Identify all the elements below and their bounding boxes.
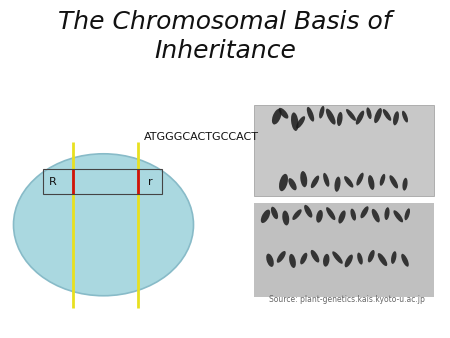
Ellipse shape: [292, 209, 302, 220]
Ellipse shape: [332, 251, 343, 264]
Ellipse shape: [384, 207, 390, 220]
Text: R: R: [49, 177, 57, 187]
Ellipse shape: [393, 210, 403, 222]
Ellipse shape: [391, 251, 396, 264]
Ellipse shape: [326, 108, 336, 125]
Ellipse shape: [351, 209, 356, 221]
Ellipse shape: [393, 111, 399, 125]
Ellipse shape: [311, 175, 319, 188]
Ellipse shape: [368, 250, 375, 262]
Text: Source: plant-genetics.kais.kyoto-u.ac.jp: Source: plant-genetics.kais.kyoto-u.ac.j…: [269, 295, 424, 304]
Text: r: r: [148, 177, 152, 187]
Ellipse shape: [326, 207, 335, 220]
Ellipse shape: [289, 254, 296, 268]
Ellipse shape: [380, 174, 385, 186]
Bar: [43, 169, 162, 194]
Bar: [254, 203, 434, 297]
Ellipse shape: [272, 109, 282, 124]
Ellipse shape: [357, 252, 363, 265]
Ellipse shape: [291, 113, 298, 131]
Ellipse shape: [304, 205, 312, 218]
Ellipse shape: [296, 116, 305, 128]
Ellipse shape: [338, 211, 346, 223]
Ellipse shape: [372, 209, 380, 222]
Ellipse shape: [345, 255, 353, 267]
Ellipse shape: [14, 154, 194, 296]
Ellipse shape: [334, 177, 341, 192]
Ellipse shape: [337, 112, 342, 126]
Ellipse shape: [316, 210, 323, 223]
Ellipse shape: [389, 175, 398, 189]
Ellipse shape: [261, 210, 270, 223]
Ellipse shape: [282, 211, 289, 225]
Ellipse shape: [279, 174, 288, 191]
Ellipse shape: [344, 176, 353, 188]
Ellipse shape: [266, 254, 274, 267]
Ellipse shape: [378, 253, 387, 266]
Ellipse shape: [383, 109, 391, 121]
Text: ATGGGCACTGCCACT: ATGGGCACTGCCACT: [144, 132, 259, 142]
Ellipse shape: [402, 178, 408, 191]
Ellipse shape: [356, 111, 364, 125]
Ellipse shape: [277, 251, 286, 263]
Ellipse shape: [402, 111, 408, 122]
Ellipse shape: [366, 107, 372, 119]
Ellipse shape: [374, 108, 382, 123]
Ellipse shape: [319, 106, 324, 119]
Ellipse shape: [405, 208, 410, 220]
Ellipse shape: [360, 206, 369, 218]
Ellipse shape: [307, 107, 314, 122]
Ellipse shape: [356, 173, 364, 186]
Ellipse shape: [279, 108, 288, 119]
Ellipse shape: [300, 253, 307, 264]
Text: The Chromosomal Basis of
Inheritance: The Chromosomal Basis of Inheritance: [58, 10, 392, 63]
Ellipse shape: [323, 173, 329, 187]
Ellipse shape: [310, 250, 320, 263]
Ellipse shape: [368, 175, 374, 190]
Ellipse shape: [323, 254, 329, 267]
Ellipse shape: [346, 109, 356, 121]
Bar: [254, 105, 434, 196]
Ellipse shape: [271, 207, 278, 219]
Ellipse shape: [401, 254, 409, 267]
Ellipse shape: [300, 171, 307, 187]
Ellipse shape: [288, 178, 297, 190]
